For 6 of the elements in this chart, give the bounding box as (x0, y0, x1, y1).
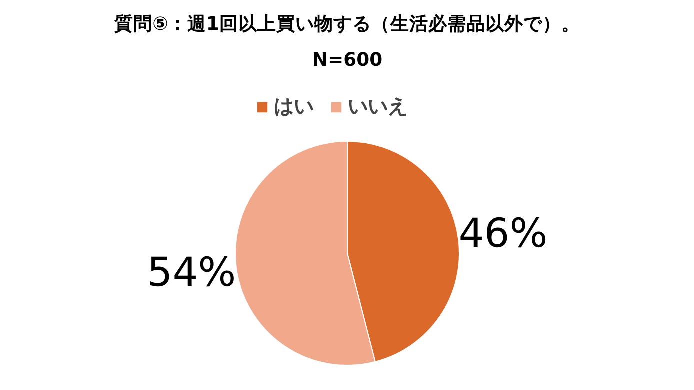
chart-title: 質問⑤：週1回以上買い物する（生活必需品以外で）。 (114, 13, 580, 35)
legend-label: いいえ (348, 93, 408, 120)
data-label: 46% (458, 210, 548, 257)
data-label: 54% (147, 250, 236, 296)
legend-label: はい (274, 93, 314, 120)
chart-subtitle: N=600 (312, 50, 383, 71)
